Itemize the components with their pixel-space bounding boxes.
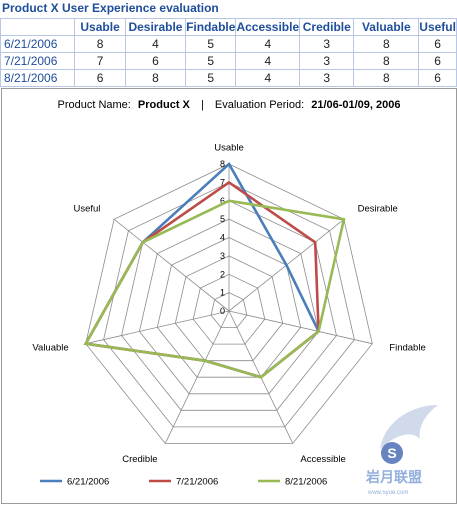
cell-value[interactable]: 6: [418, 52, 457, 70]
header-usable[interactable]: Usable: [74, 18, 126, 36]
cell-value[interactable]: 6: [74, 69, 126, 87]
header-findable[interactable]: Findable: [185, 18, 237, 36]
radar-labels: Usable Desirable Findable Accessible Credibl…: [32, 143, 425, 466]
cell-value[interactable]: 6: [124, 52, 187, 70]
radar-chart-object[interactable]: Product Name: Product X | Evaluation Per…: [1, 88, 457, 504]
radial-tick-label: 6: [220, 196, 225, 206]
cell-value[interactable]: 8: [74, 35, 126, 53]
radial-tick-label: 8: [220, 159, 225, 169]
grid-spoke: [228, 310, 373, 345]
grid-ring: [192, 273, 266, 345]
category-label: Accessible: [300, 454, 345, 465]
chart-legend: 6/21/2006 7/21/2006 8/21/2006: [40, 477, 327, 488]
grid-ring: [85, 163, 373, 444]
grid-ring: [121, 200, 337, 411]
chart-title: Product Name: Product X | Evaluation Per…: [57, 99, 400, 111]
grid-spoke: [113, 218, 230, 312]
category-label: Desirable: [358, 204, 398, 215]
sheet-title[interactable]: Product X User Experience evaluation: [2, 1, 219, 15]
header-valuable[interactable]: Valuable: [353, 18, 420, 36]
cell-value[interactable]: 3: [299, 52, 355, 70]
grid-ring: [138, 218, 320, 395]
cell-value[interactable]: 4: [235, 52, 301, 70]
table-row: 6/21/2006 8 4 5 4 3 8 6: [0, 35, 457, 53]
watermark-text: 岩月联盟: [365, 469, 422, 486]
radial-tick-label: 2: [220, 269, 225, 279]
cell-value[interactable]: 8: [353, 35, 420, 53]
grid-ring: [174, 255, 284, 362]
table-row: 8/21/2006 6 8 5 4 3 8 6: [0, 69, 457, 87]
header-useful[interactable]: Useful: [418, 18, 457, 36]
cell-value[interactable]: 4: [235, 69, 301, 87]
evaluation-table: Usable Desirable Findable Accessible Cre…: [0, 18, 457, 87]
cell-value[interactable]: 4: [124, 35, 187, 53]
table-row: 7/21/2006 7 6 5 4 3 8 6: [0, 52, 457, 70]
radial-tick-label: 0: [220, 306, 225, 316]
radial-tick-label: 1: [220, 288, 225, 298]
grid-spoke: [85, 310, 230, 345]
cell-value[interactable]: 6: [418, 69, 457, 87]
legend-label: 7/21/2006: [176, 477, 218, 488]
title-period-label: Evaluation Period:: [215, 99, 304, 111]
title-period: 21/06-01/09, 2006: [311, 99, 400, 111]
grid-ring: [210, 292, 248, 329]
category-label: Credible: [122, 454, 157, 465]
header-desirable[interactable]: Desirable: [124, 18, 187, 36]
radial-tick-label: 3: [220, 251, 225, 261]
cell-value[interactable]: 3: [299, 69, 355, 87]
series-line-3: [83, 199, 346, 379]
cell-value[interactable]: 4: [235, 35, 301, 53]
series-line-1: [83, 161, 321, 379]
radial-tick-label: 5: [220, 214, 225, 224]
watermark-logo: S 岩月联盟 www.5yue.com: [365, 405, 438, 496]
cell-value[interactable]: 8: [124, 69, 187, 87]
radar-grid: 0 1 2 3 4 5 6 7 8: [85, 159, 373, 444]
cell-value[interactable]: 8: [353, 52, 420, 70]
row-date[interactable]: 7/21/2006: [0, 52, 76, 70]
cell-value[interactable]: 5: [185, 69, 237, 87]
cell-value[interactable]: 5: [185, 52, 237, 70]
cell-value[interactable]: 3: [299, 35, 355, 53]
title-row: Product X User Experience evaluation: [0, 0, 457, 17]
header-corner-cell[interactable]: [0, 18, 76, 36]
cell-value[interactable]: 8: [353, 69, 420, 87]
header-row: Usable Desirable Findable Accessible Cre…: [0, 18, 457, 36]
radar-chart: Product Name: Product X | Evaluation Per…: [32, 99, 438, 496]
row-date[interactable]: 6/21/2006: [0, 35, 76, 53]
header-credible[interactable]: Credible: [299, 18, 355, 36]
grid-ring: [103, 181, 355, 428]
radial-tick-label: 7: [220, 177, 225, 187]
header-accessible[interactable]: Accessible: [235, 18, 301, 36]
title-product: Product X: [138, 99, 191, 111]
cell-value[interactable]: 7: [74, 52, 126, 70]
category-label: Useful: [73, 204, 100, 215]
radar-series-group: [83, 161, 346, 379]
cell-value[interactable]: 6: [418, 35, 457, 53]
category-label: Findable: [389, 343, 425, 354]
legend-label: 6/21/2006: [67, 477, 109, 488]
svg-text:S: S: [387, 445, 396, 461]
cell-value[interactable]: 5: [185, 35, 237, 53]
grid-ring: [156, 237, 302, 378]
radial-tick-label: 4: [220, 233, 225, 243]
category-label: Usable: [214, 143, 244, 154]
grid-spoke: [164, 310, 230, 444]
legend-label: 8/21/2006: [285, 477, 327, 488]
title-label: Product Name:: [57, 99, 130, 111]
category-label: Valuable: [32, 343, 68, 354]
watermark-url: www.5yue.com: [367, 490, 408, 496]
title-separator: |: [201, 99, 204, 111]
row-date[interactable]: 8/21/2006: [0, 69, 76, 87]
